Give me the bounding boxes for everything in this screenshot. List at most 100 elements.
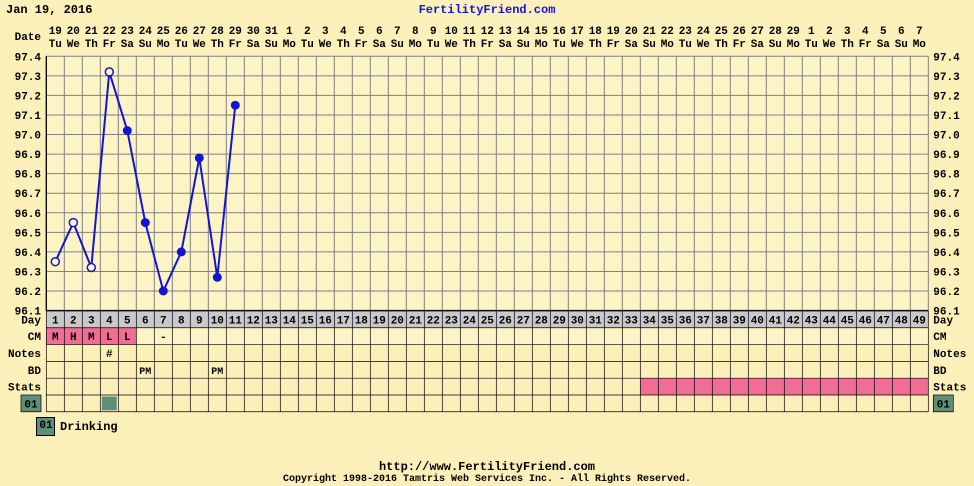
svg-text:12: 12 (247, 315, 260, 327)
svg-text:32: 32 (607, 315, 620, 327)
svg-text:23: 23 (679, 26, 693, 38)
svg-text:22: 22 (661, 26, 674, 38)
svg-text:01: 01 (937, 399, 951, 411)
svg-text:Sa: Sa (121, 39, 135, 51)
svg-text:25: 25 (157, 26, 171, 38)
svg-text:6: 6 (898, 26, 905, 38)
svg-text:Th: Th (715, 39, 728, 51)
svg-text:Mo: Mo (409, 39, 423, 51)
svg-text:Fr: Fr (355, 39, 368, 51)
svg-text:Tu: Tu (427, 39, 440, 51)
svg-text:40: 40 (751, 315, 764, 327)
svg-text:We: We (571, 39, 585, 51)
svg-text:24: 24 (697, 26, 711, 38)
svg-text:4: 4 (340, 26, 347, 38)
svg-text:18: 18 (355, 315, 369, 327)
svg-text:7: 7 (394, 26, 401, 38)
svg-text:29: 29 (787, 26, 800, 38)
svg-text:10: 10 (445, 26, 458, 38)
svg-text:11: 11 (229, 315, 243, 327)
svg-text:Fr: Fr (733, 39, 746, 51)
svg-text:4: 4 (106, 315, 113, 327)
svg-text:H: H (70, 332, 77, 344)
svg-text:27: 27 (517, 315, 530, 327)
svg-text:42: 42 (787, 315, 800, 327)
svg-text:Tu: Tu (805, 39, 818, 51)
svg-text:Mo: Mo (661, 39, 675, 51)
svg-text:We: We (445, 39, 459, 51)
svg-text:48: 48 (895, 315, 909, 327)
svg-text:3: 3 (88, 315, 95, 327)
svg-text:96.4: 96.4 (15, 248, 42, 260)
svg-text:24: 24 (463, 315, 477, 327)
svg-text:Su: Su (139, 39, 152, 51)
svg-text:Mo: Mo (787, 39, 801, 51)
svg-text:97.0: 97.0 (933, 131, 959, 143)
svg-text:Tu: Tu (679, 39, 692, 51)
svg-text:18: 18 (589, 26, 603, 38)
svg-text:96.7: 96.7 (15, 189, 41, 201)
svg-text:Su: Su (895, 39, 908, 51)
svg-text:28: 28 (211, 26, 225, 38)
svg-text:25: 25 (481, 315, 495, 327)
svg-text:97.1: 97.1 (933, 111, 960, 123)
svg-text:L: L (124, 332, 131, 344)
svg-text:35: 35 (661, 315, 675, 327)
svg-text:Mo: Mo (283, 39, 297, 51)
svg-text:Su: Su (265, 39, 278, 51)
svg-text:20: 20 (391, 315, 404, 327)
svg-text:L: L (106, 332, 113, 344)
svg-text:Sa: Sa (877, 39, 891, 51)
svg-text:29: 29 (553, 315, 566, 327)
svg-text:15: 15 (535, 26, 549, 38)
svg-text:01: 01 (24, 399, 38, 411)
svg-text:We: We (697, 39, 711, 51)
svg-text:34: 34 (643, 315, 657, 327)
svg-text:37: 37 (697, 315, 710, 327)
svg-text:23: 23 (121, 26, 135, 38)
svg-text:26: 26 (733, 26, 746, 38)
svg-text:96.9: 96.9 (15, 150, 41, 162)
svg-text:Th: Th (589, 39, 602, 51)
svg-text:Th: Th (841, 39, 854, 51)
svg-text:28: 28 (769, 26, 783, 38)
svg-text:14: 14 (517, 26, 531, 38)
svg-text:26: 26 (175, 26, 188, 38)
svg-text:CM: CM (933, 332, 947, 344)
svg-text:43: 43 (805, 315, 819, 327)
svg-text:#: # (106, 349, 113, 361)
svg-text:M: M (88, 332, 95, 344)
svg-text:6: 6 (376, 26, 383, 38)
svg-text:5: 5 (124, 315, 131, 327)
svg-text:-: - (160, 332, 167, 344)
svg-text:15: 15 (301, 315, 315, 327)
svg-text:27: 27 (193, 26, 206, 38)
svg-text:10: 10 (211, 315, 224, 327)
svg-text:97.3: 97.3 (933, 72, 960, 84)
svg-text:Fr: Fr (103, 39, 116, 51)
svg-text:96.6: 96.6 (15, 209, 41, 221)
svg-text:4: 4 (862, 26, 869, 38)
svg-text:44: 44 (823, 315, 837, 327)
svg-text:96.2: 96.2 (933, 287, 959, 299)
svg-text:96.5: 96.5 (933, 228, 960, 240)
svg-text:41: 41 (769, 315, 783, 327)
svg-text:We: We (823, 39, 837, 51)
svg-text:Su: Su (769, 39, 782, 51)
svg-text:7: 7 (916, 26, 923, 38)
svg-text:17: 17 (571, 26, 584, 38)
svg-text:23: 23 (445, 315, 459, 327)
svg-text:We: We (193, 39, 207, 51)
svg-text:M: M (52, 332, 59, 344)
svg-text:Day: Day (933, 315, 953, 327)
svg-text:1: 1 (808, 26, 815, 38)
svg-text:Stats: Stats (8, 383, 41, 395)
svg-text:21: 21 (409, 315, 423, 327)
svg-text:3: 3 (322, 26, 329, 38)
svg-text:5: 5 (880, 26, 887, 38)
svg-text:PM: PM (211, 367, 223, 378)
svg-text:38: 38 (715, 315, 729, 327)
svg-text:13: 13 (265, 315, 279, 327)
svg-text:Mo: Mo (913, 39, 927, 51)
svg-text:1: 1 (52, 315, 59, 327)
